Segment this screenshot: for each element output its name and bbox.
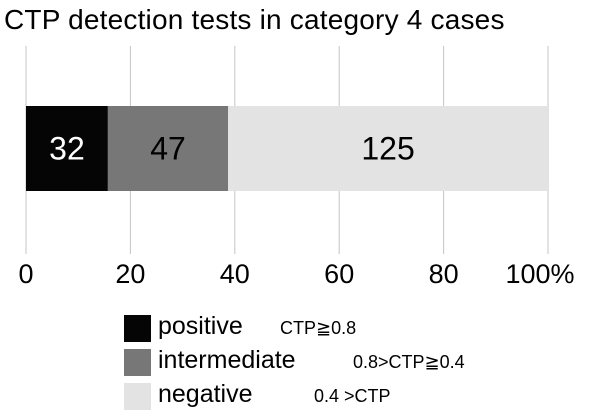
legend-swatch [124, 383, 151, 410]
x-tick-label: 20 [115, 259, 145, 289]
x-tick-label: 40 [220, 259, 250, 289]
bar-segment-label: 125 [361, 131, 414, 167]
bar-segment-negative [228, 106, 548, 191]
legend-label: intermediate [158, 346, 296, 374]
stacked-bar [26, 106, 548, 191]
legend-condition: 0.8>CTP≧0.4 [353, 352, 465, 372]
legend-swatch [124, 315, 151, 342]
legend-label: positive [158, 312, 243, 340]
legend-condition: CTP≧0.8 [280, 318, 357, 338]
x-tick-labels: 0 20 40 60 80 100% [18, 259, 574, 289]
legend-swatch [124, 349, 151, 376]
x-tick-label: 100% [505, 259, 574, 289]
x-tick-label: 80 [429, 259, 459, 289]
chart-plot: 32 47 125 0 20 40 60 80 100% [18, 46, 575, 289]
legend-condition: 0.4 >CTP [314, 386, 391, 406]
bar-segment-label: 47 [150, 131, 186, 167]
bar-segment-positive [26, 106, 108, 191]
x-tick-label: 60 [324, 259, 354, 289]
x-tick-label: 0 [18, 259, 33, 289]
segment-labels: 32 47 125 [49, 131, 415, 167]
chart-title: CTP detection tests in category 4 cases [4, 4, 505, 35]
bar-segment-label: 32 [49, 131, 85, 167]
bar-segment-intermediate [107, 106, 229, 191]
legend-label: negative [158, 380, 253, 408]
